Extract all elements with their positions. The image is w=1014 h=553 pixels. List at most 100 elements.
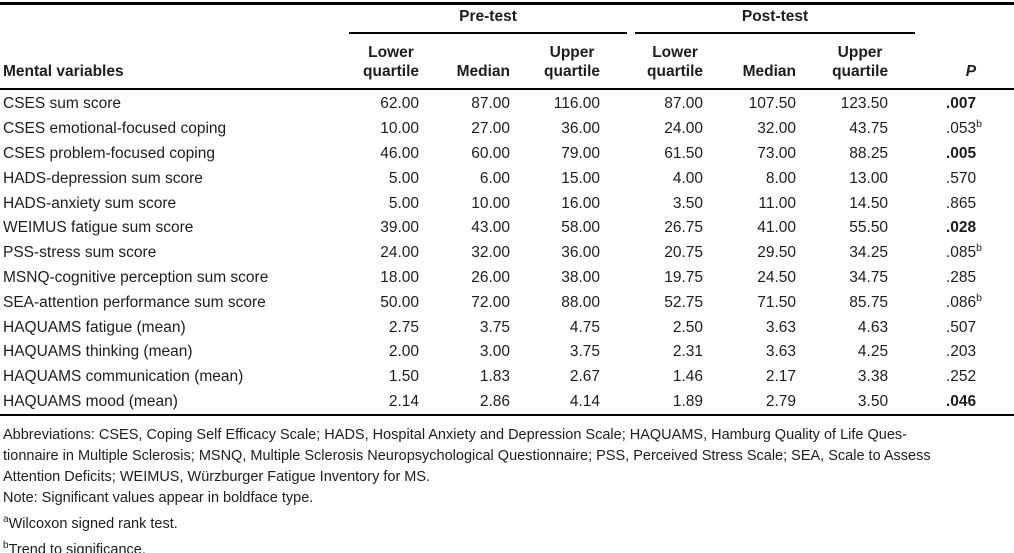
p-value-cell: .285 — [915, 266, 1014, 291]
median-header-label: Median — [742, 63, 797, 80]
table-row: SEA-attention performance sum score 50.0… — [0, 290, 1014, 315]
post-median-value: 71.50 — [757, 293, 797, 311]
pre-lower-quartile-value: 24.00 — [380, 244, 419, 262]
post-lower-quartile-value: 1.89 — [672, 392, 704, 410]
p-value-text: .007 — [945, 95, 977, 113]
pre-median-value: 60.00 — [471, 144, 510, 162]
significance-note: Note: Significant values appear in boldf… — [3, 490, 314, 507]
upper-quartile-header-line1: Upper — [549, 44, 595, 61]
abbreviations-line-2: tionnaire in Multiple Sclerosis; MSNQ, M… — [3, 448, 931, 465]
p-value-cell: .507 — [915, 315, 1014, 340]
abbreviations-line-1: Abbreviations: CSES, Coping Self Efficac… — [3, 427, 907, 444]
row-label: HAQUAMS thinking (mean) — [3, 343, 193, 361]
post-median-value: 2.79 — [765, 392, 797, 410]
post-median-value: 107.50 — [748, 95, 797, 113]
post-median-value: 2.17 — [765, 368, 797, 386]
post-upper-quartile-value: 3.38 — [857, 368, 889, 386]
pre-median-value: 6.00 — [479, 169, 510, 187]
footnote-a-text: Wilcoxon signed rank test. — [8, 516, 178, 533]
pre-upper-quartile-value: 38.00 — [561, 268, 601, 286]
post-lower-quartile-value: 61.50 — [664, 144, 704, 162]
p-value-cell: .086b — [945, 291, 982, 311]
p-column-spacer — [915, 4, 1014, 35]
table-row: CSES problem-focused coping 46.00 60.00 … — [0, 142, 1014, 167]
post-upper-quartile-value: 88.25 — [849, 144, 889, 162]
row-label: CSES sum score — [3, 95, 122, 113]
pre-median-value: 43.00 — [471, 219, 510, 237]
p-value-text: .086 — [945, 293, 977, 311]
row-label: MSNQ-cognitive perception sum score — [3, 268, 269, 286]
pre-median-header: Median — [425, 34, 512, 90]
pre-lower-quartile-value: 5.00 — [388, 169, 419, 187]
row-label: HAQUAMS communication (mean) — [3, 368, 244, 386]
p-value-cell: .203 — [915, 340, 1014, 365]
median-header-label: Median — [456, 63, 510, 80]
p-value-cell: .053b — [945, 118, 982, 138]
row-label: CSES problem-focused coping — [3, 144, 215, 162]
table-body: CSES sum score 62.00 87.00 116.00 87.00 … — [0, 89, 1014, 415]
post-median-value: 11.00 — [758, 194, 797, 212]
p-value-text: .005 — [945, 144, 977, 162]
footnote-a-marker: a — [3, 514, 9, 526]
table-row: HAQUAMS thinking (mean) 2.00 3.00 3.75 2… — [0, 340, 1014, 365]
table-row: CSES emotional-focused coping 10.00 27.0… — [0, 117, 1014, 142]
upper-quartile-header-line1: Upper — [837, 44, 883, 61]
p-value-cell: .007 — [915, 89, 1014, 117]
p-value-cell: .570 — [915, 166, 1014, 191]
row-label: CSES emotional-focused coping — [3, 120, 227, 138]
post-upper-quartile-value: 13.00 — [849, 169, 889, 187]
post-lower-quartile-value: 26.75 — [664, 219, 704, 237]
post-median-value: 3.63 — [765, 343, 797, 361]
p-value-cell: .046 — [915, 390, 1014, 416]
pre-lower-quartile-value: 10.00 — [380, 120, 419, 138]
post-upper-quartile-value: 85.75 — [849, 293, 889, 311]
mental-variables-header-label: Mental variables — [3, 63, 124, 80]
post-upper-quartile-value: 4.63 — [857, 318, 889, 336]
posttest-group-header: Post-test — [627, 4, 916, 34]
lower-quartile-header-line2: quartile — [647, 63, 704, 80]
p-value-text: .203 — [945, 343, 977, 361]
pre-upper-quartile-value: 36.00 — [561, 244, 601, 262]
pre-lower-quartile-header: Lower quartile — [345, 34, 425, 90]
table-row: WEIMUS fatigue sum score 39.00 43.00 58.… — [0, 216, 1014, 241]
post-lower-quartile-value: 52.75 — [664, 293, 704, 311]
p-value-text: .252 — [945, 368, 977, 386]
p-value-cell: .028 — [915, 216, 1014, 241]
pre-lower-quartile-value: 2.00 — [388, 343, 419, 361]
table-footnotes: Abbreviations: CSES, Coping Self Efficac… — [0, 416, 1014, 553]
table-row: HAQUAMS communication (mean) 1.50 1.83 2… — [0, 365, 1014, 390]
pre-median-value: 1.83 — [479, 368, 510, 386]
pre-median-value: 2.86 — [479, 392, 510, 410]
post-lower-quartile-value: 19.75 — [664, 268, 704, 286]
p-value-text: .507 — [945, 318, 977, 336]
pre-median-value: 72.00 — [471, 293, 510, 311]
pre-upper-quartile-value: 36.00 — [561, 120, 601, 138]
post-median-value: 3.63 — [765, 318, 797, 336]
table-row: CSES sum score 62.00 87.00 116.00 87.00 … — [0, 89, 1014, 117]
pretest-group-label: Pre-test — [349, 8, 628, 34]
table-row: PSS-stress sum score 24.00 32.00 36.00 2… — [0, 241, 1014, 266]
mental-variables-header: Mental variables — [0, 34, 345, 90]
pre-lower-quartile-value: 39.00 — [380, 219, 419, 237]
p-value-text: .085 — [945, 244, 977, 262]
post-upper-quartile-value: 3.50 — [857, 392, 889, 410]
pre-lower-quartile-value: 50.00 — [380, 293, 419, 311]
post-lower-quartile-value: 1.46 — [672, 368, 704, 386]
pre-lower-quartile-value: 1.50 — [388, 368, 419, 386]
pre-upper-quartile-value: 79.00 — [561, 144, 601, 162]
pre-upper-quartile-value: 88.00 — [561, 293, 601, 311]
post-median-value: 24.50 — [757, 268, 797, 286]
pre-lower-quartile-value: 2.75 — [388, 318, 419, 336]
pre-upper-quartile-header: Upper quartile — [512, 34, 628, 90]
post-lower-quartile-value: 2.50 — [672, 318, 704, 336]
post-lower-quartile-value: 87.00 — [664, 95, 704, 113]
pre-upper-quartile-value: 116.00 — [553, 95, 601, 113]
p-value-text: .865 — [945, 194, 977, 212]
row-label: WEIMUS fatigue sum score — [3, 219, 194, 237]
upper-quartile-header-line2: quartile — [832, 63, 889, 80]
group-header-spacer — [0, 4, 345, 35]
pre-upper-quartile-value: 4.14 — [569, 392, 601, 410]
pre-lower-quartile-value: 5.00 — [388, 194, 419, 212]
footnote-b-marker: b — [3, 540, 9, 552]
p-value-text: .570 — [945, 169, 977, 187]
